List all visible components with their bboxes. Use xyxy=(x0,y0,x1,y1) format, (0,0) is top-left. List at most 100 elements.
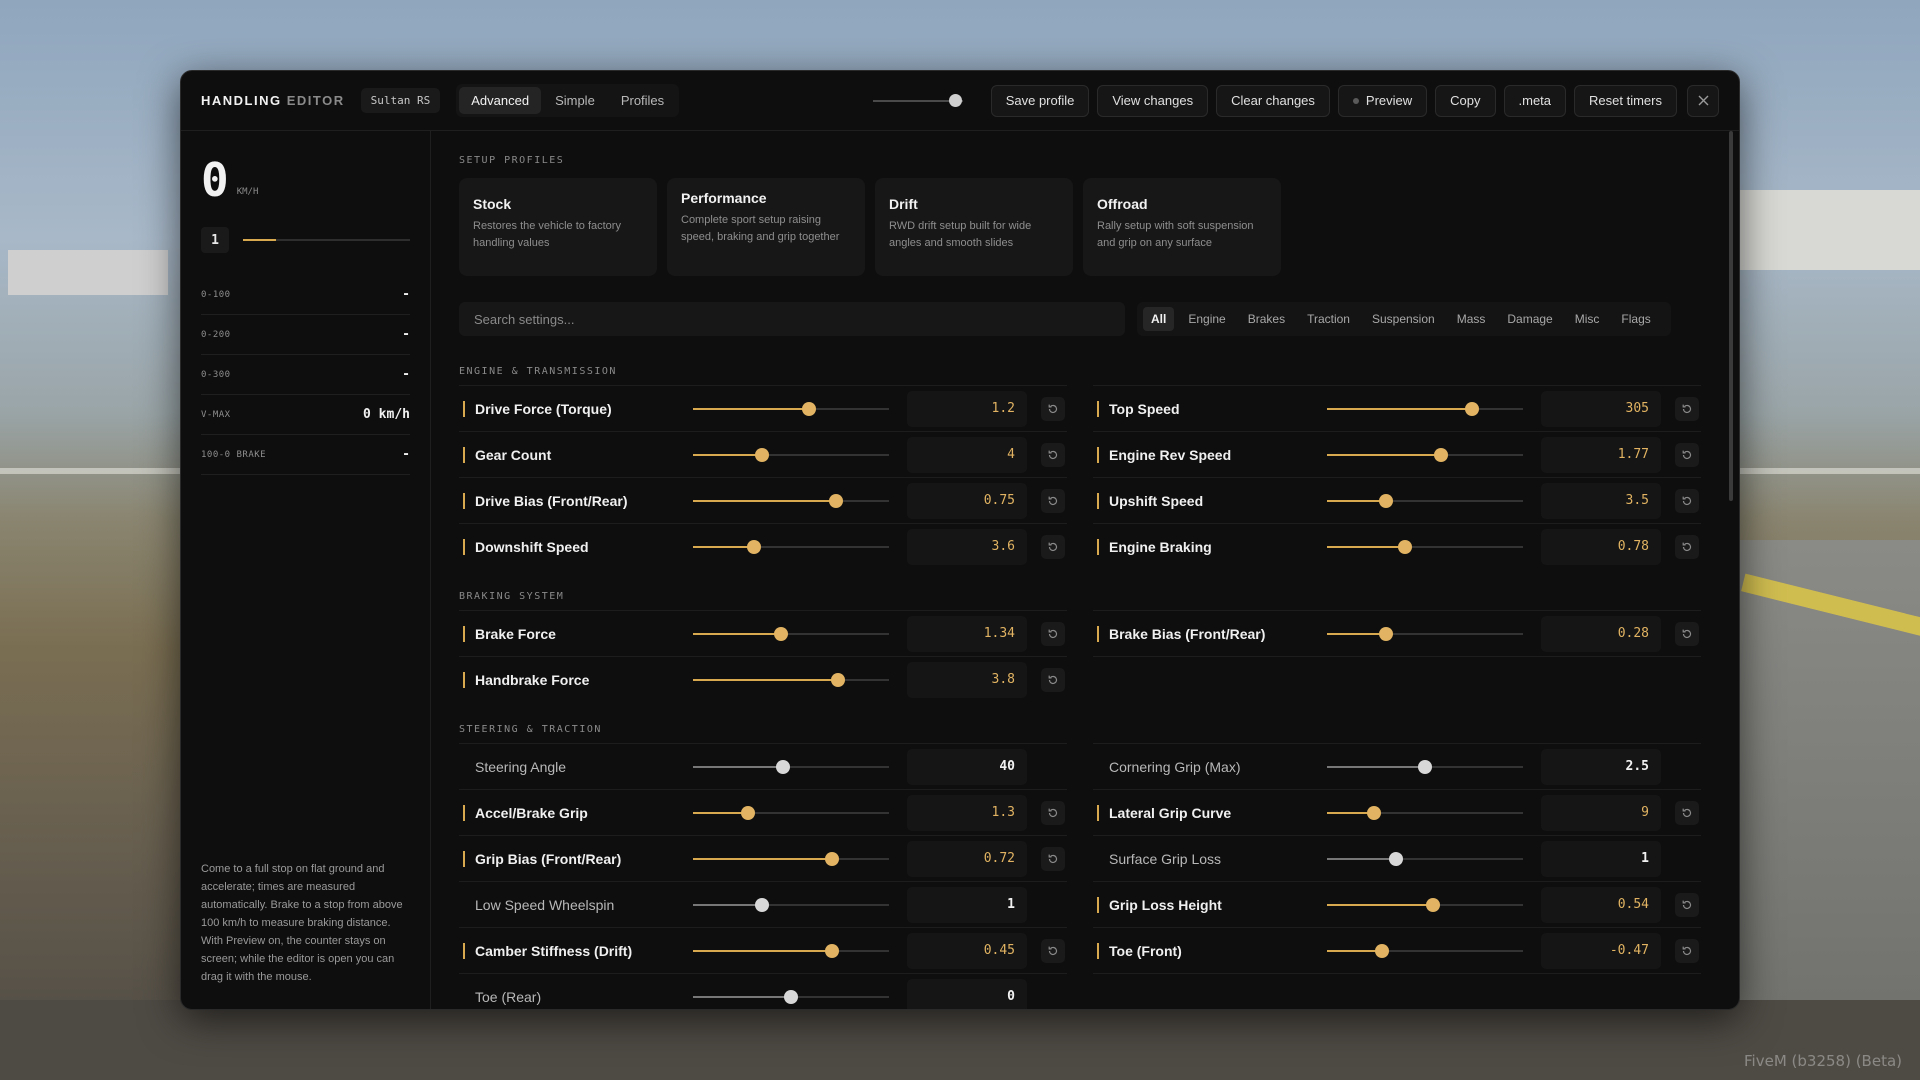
slider-knob[interactable] xyxy=(801,401,816,416)
setting-slider[interactable] xyxy=(1327,759,1523,774)
setting-slider[interactable] xyxy=(1327,943,1523,958)
reset-button[interactable] xyxy=(1041,488,1065,513)
slider-knob[interactable] xyxy=(784,989,798,1004)
category-damage[interactable]: Damage xyxy=(1507,312,1553,326)
setting-slider[interactable] xyxy=(693,943,889,958)
setting-slider[interactable] xyxy=(1327,626,1523,641)
slider-knob[interactable] xyxy=(1465,401,1480,416)
setting-slider[interactable] xyxy=(1327,493,1523,508)
reset-timers-button[interactable]: Reset timers xyxy=(1574,84,1677,117)
slider-knob[interactable] xyxy=(746,539,761,554)
tab-simple[interactable]: Simple xyxy=(555,93,595,108)
reset-button[interactable] xyxy=(1041,800,1065,825)
reset-button[interactable] xyxy=(1675,534,1699,559)
setting-value-input[interactable]: 3.5 xyxy=(1541,482,1661,519)
setting-slider[interactable] xyxy=(693,401,889,416)
setting-slider[interactable] xyxy=(693,805,889,820)
meta-export-button[interactable]: .meta xyxy=(1503,84,1567,117)
profile-card-drift[interactable]: Drift RWD drift setup built for wide ang… xyxy=(875,178,1073,276)
setting-value-input[interactable]: 0.54 xyxy=(1541,886,1661,923)
setting-value-input[interactable]: 0.78 xyxy=(1541,528,1661,565)
setting-slider[interactable] xyxy=(1327,851,1523,866)
category-engine[interactable]: Engine xyxy=(1188,312,1226,326)
reset-button[interactable] xyxy=(1041,396,1065,421)
setting-slider[interactable] xyxy=(1327,897,1523,912)
view-changes-button[interactable]: View changes xyxy=(1097,84,1209,117)
slider-knob[interactable] xyxy=(776,759,791,774)
category-misc[interactable]: Misc xyxy=(1574,312,1600,326)
setting-slider[interactable] xyxy=(693,759,889,774)
slider-knob[interactable] xyxy=(754,447,769,462)
setting-slider[interactable] xyxy=(1327,539,1523,554)
reset-button[interactable] xyxy=(1675,396,1699,421)
setting-slider[interactable] xyxy=(693,672,889,687)
scrollbar[interactable] xyxy=(1729,131,1733,501)
setting-slider[interactable] xyxy=(1327,447,1523,462)
setting-slider[interactable] xyxy=(693,851,889,866)
setting-value-input[interactable]: 3.8 xyxy=(907,661,1027,698)
reset-button[interactable] xyxy=(1041,621,1065,646)
setting-value-input[interactable]: 9 xyxy=(1541,794,1661,831)
tab-advanced[interactable]: Advanced xyxy=(459,87,542,114)
setting-slider[interactable] xyxy=(693,897,889,912)
profile-card-performance[interactable]: Performance Complete sport setup raising… xyxy=(667,178,865,276)
slider-knob[interactable] xyxy=(1433,447,1448,462)
setting-value-input[interactable]: 2.5 xyxy=(1541,748,1661,785)
slider-knob[interactable] xyxy=(1367,805,1382,820)
slider-knob[interactable] xyxy=(1378,626,1393,641)
reset-button[interactable] xyxy=(1675,800,1699,825)
setting-value-input[interactable]: 0.28 xyxy=(1541,615,1661,652)
search-input[interactable] xyxy=(459,302,1125,336)
setting-value-input[interactable]: 3.6 xyxy=(907,528,1027,565)
slider-knob[interactable] xyxy=(1388,851,1403,866)
reset-button[interactable] xyxy=(1675,938,1699,963)
slider-knob[interactable] xyxy=(1398,539,1413,554)
category-all[interactable]: All xyxy=(1143,307,1175,331)
reset-button[interactable] xyxy=(1041,442,1065,467)
setting-value-input[interactable]: -0.47 xyxy=(1541,932,1661,969)
save-profile-button[interactable]: Save profile xyxy=(990,84,1090,117)
setting-slider[interactable] xyxy=(693,626,889,641)
reset-button[interactable] xyxy=(1675,621,1699,646)
preview-button[interactable]: Preview xyxy=(1337,84,1428,117)
setting-value-input[interactable]: 4 xyxy=(907,436,1027,473)
setting-value-input[interactable]: 0.45 xyxy=(907,932,1027,969)
setting-slider[interactable] xyxy=(693,539,889,554)
slider-knob[interactable] xyxy=(829,493,844,508)
slider-knob[interactable] xyxy=(825,943,840,958)
category-mass[interactable]: Mass xyxy=(1456,312,1486,326)
setting-value-input[interactable]: 1.77 xyxy=(1541,436,1661,473)
setting-value-input[interactable]: 1 xyxy=(907,886,1027,923)
profile-card-stock[interactable]: Stock Restores the vehicle to factory ha… xyxy=(459,178,657,276)
slider-knob[interactable] xyxy=(1418,759,1432,774)
category-brakes[interactable]: Brakes xyxy=(1247,312,1286,326)
setting-slider[interactable] xyxy=(693,447,889,462)
setting-value-input[interactable]: 1.2 xyxy=(907,390,1027,427)
reset-button[interactable] xyxy=(1041,534,1065,559)
category-suspension[interactable]: Suspension xyxy=(1371,312,1435,326)
reset-button[interactable] xyxy=(1041,667,1065,692)
slider-knob[interactable] xyxy=(1374,943,1389,958)
setting-value-input[interactable]: 1.34 xyxy=(907,615,1027,652)
setting-slider[interactable] xyxy=(1327,401,1523,416)
setting-value-input[interactable]: 1 xyxy=(1541,840,1661,877)
setting-value-input[interactable]: 0.72 xyxy=(907,840,1027,877)
clear-changes-button[interactable]: Clear changes xyxy=(1216,84,1330,117)
reset-button[interactable] xyxy=(1041,846,1065,871)
setting-value-input[interactable]: 1.3 xyxy=(907,794,1027,831)
setting-value-input[interactable]: 0.75 xyxy=(907,482,1027,519)
slider-knob[interactable] xyxy=(1378,493,1393,508)
reset-button[interactable] xyxy=(1675,892,1699,917)
slider-knob[interactable] xyxy=(740,805,755,820)
setting-value-input[interactable]: 305 xyxy=(1541,390,1661,427)
profile-card-offroad[interactable]: Offroad Rally setup with soft suspension… xyxy=(1083,178,1281,276)
setting-slider[interactable] xyxy=(693,493,889,508)
setting-value-input[interactable]: 0 xyxy=(907,978,1027,1009)
setting-slider[interactable] xyxy=(693,989,889,1004)
slider-knob[interactable] xyxy=(1425,897,1440,912)
slider-knob[interactable] xyxy=(825,851,840,866)
copy-button[interactable]: Copy xyxy=(1435,84,1496,117)
close-button[interactable] xyxy=(1687,84,1719,117)
reset-button[interactable] xyxy=(1675,488,1699,513)
reset-button[interactable] xyxy=(1041,938,1065,963)
